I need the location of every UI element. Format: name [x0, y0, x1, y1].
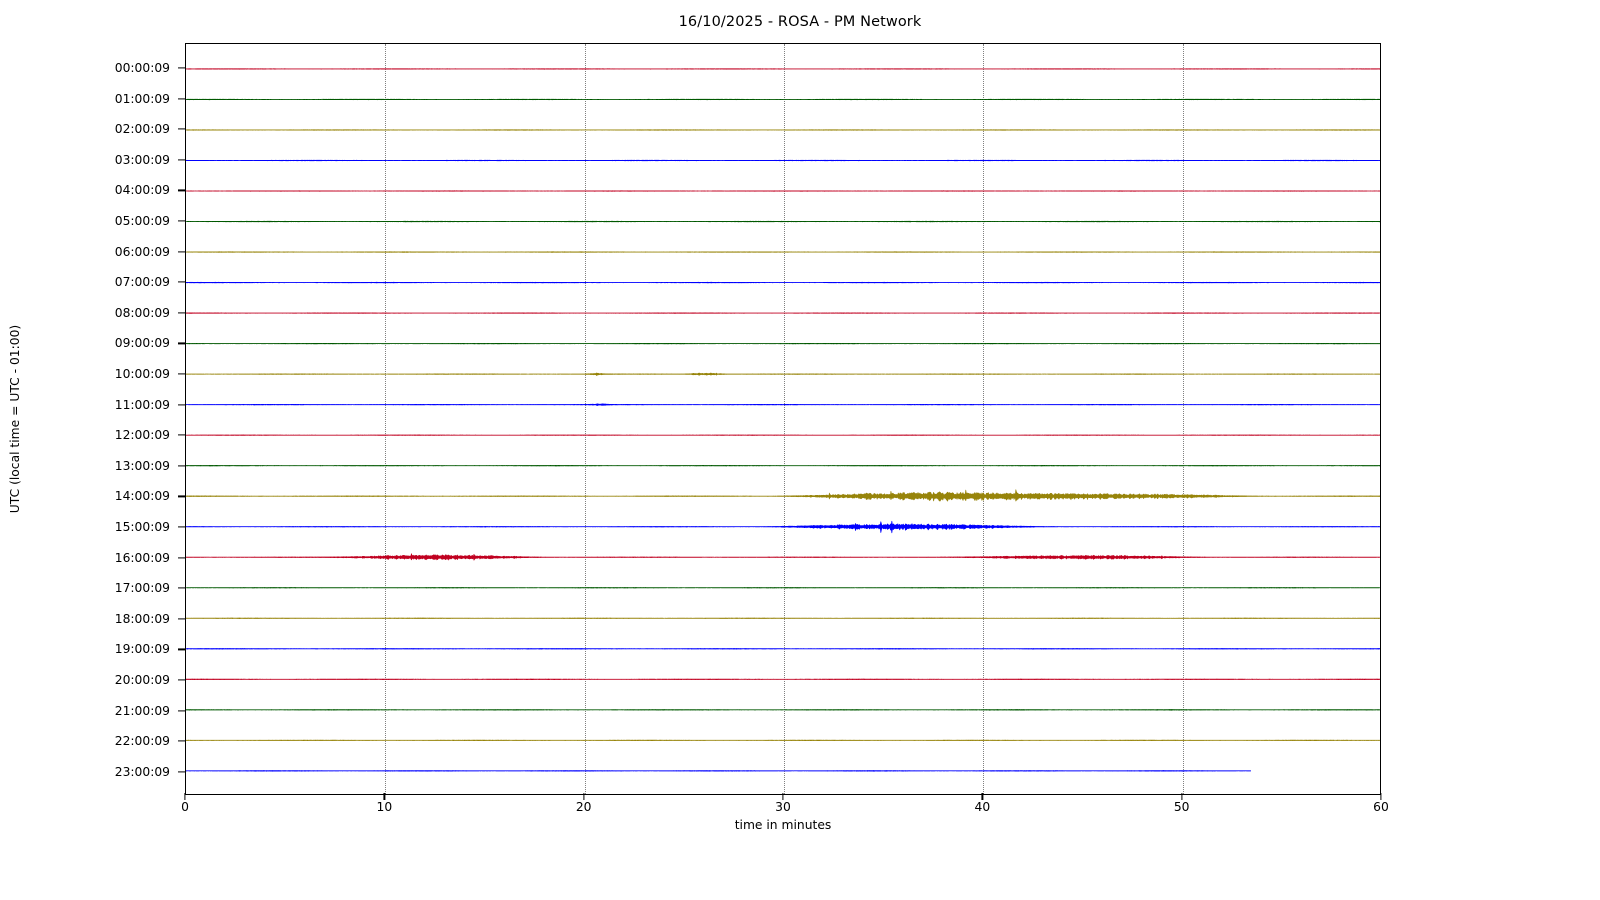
y-tick-label: 22:00:09 — [114, 734, 170, 749]
y-tick-label: 11:00:09 — [114, 397, 170, 412]
y-tick-label: 01:00:09 — [114, 91, 170, 106]
trace-13-00-09 — [186, 465, 1380, 467]
trace-22-00-09 — [186, 739, 1380, 742]
y-tick-label: 00:00:09 — [114, 61, 170, 75]
x-tick-mark — [981, 793, 983, 800]
y-tick-label: 16:00:09 — [114, 550, 170, 565]
x-tick-mark — [1181, 793, 1183, 800]
x-tick-mark — [782, 793, 784, 800]
trace-21-00-09 — [186, 709, 1380, 711]
y-tick-mark — [178, 648, 185, 650]
x-tick-mark — [383, 793, 385, 800]
x-tick-label: 20 — [575, 800, 592, 814]
y-tick-label: 15:00:09 — [114, 520, 170, 534]
x-tick-mark — [583, 793, 585, 800]
y-tick-label: 13:00:09 — [114, 458, 170, 473]
trace-02-00-09 — [186, 129, 1380, 131]
x-tick-mark — [1380, 793, 1382, 800]
x-tick-label: 40 — [974, 800, 991, 814]
x-tick-label: 60 — [1373, 800, 1389, 814]
x-tick-label: 50 — [1173, 800, 1190, 814]
y-tick-label: 19:00:09 — [114, 642, 170, 657]
trace-20-00-09 — [186, 678, 1380, 681]
y-tick-label: 07:00:09 — [114, 275, 170, 290]
y-tick-label: 04:00:09 — [114, 183, 170, 198]
trace-14-00-09 — [186, 489, 1380, 502]
trace-15-00-09 — [186, 520, 1380, 534]
y-tick-mark — [178, 679, 185, 681]
y-tick-mark — [178, 220, 185, 222]
y-tick-mark — [178, 618, 185, 620]
y-tick-mark — [178, 465, 185, 467]
y-tick-mark — [178, 67, 185, 69]
y-tick-label: 02:00:09 — [114, 122, 170, 137]
y-axis-label: UTC (local time = UTC - 01:00) — [8, 324, 22, 514]
y-tick-label: 18:00:09 — [114, 611, 170, 626]
y-tick-label: 03:00:09 — [114, 152, 170, 167]
y-tick-mark — [178, 526, 185, 528]
y-tick-label: 14:00:09 — [114, 489, 170, 504]
seismogram-traces — [186, 68, 1380, 772]
x-axis-tick-labels: 0 10 20 30 40 50 60 — [181, 793, 1389, 822]
y-tick-mark — [178, 128, 185, 130]
trace-08-00-09 — [186, 312, 1380, 314]
trace-06-00-09 — [186, 251, 1380, 253]
x-tick-label: 30 — [775, 800, 791, 814]
page-title: 16/10/2025 - ROSA - PM Network — [678, 14, 922, 30]
plot-area — [185, 43, 1381, 795]
y-tick-mark — [178, 495, 185, 497]
trace-16-00-09 — [186, 553, 1380, 561]
trace-12-00-09 — [186, 434, 1380, 436]
trace-19-00-09 — [186, 648, 1380, 650]
y-tick-mark — [178, 312, 185, 314]
trace-17-00-09 — [186, 587, 1380, 589]
y-tick-mark — [178, 710, 185, 712]
trace-18-00-09 — [186, 617, 1380, 619]
trace-23-00-09 — [186, 770, 1251, 772]
trace-03-00-09 — [186, 159, 1380, 162]
y-tick-label: 10:00:09 — [114, 367, 170, 381]
y-axis-tick-labels: 00:00:09 01:00:09 02:00:09 03:00:09 04:00:09… — [0, 43, 185, 795]
trace-09-00-09 — [186, 342, 1380, 345]
trace-00-00-09 — [186, 68, 1380, 70]
y-tick-mark — [178, 771, 185, 773]
y-tick-mark — [178, 98, 185, 100]
y-tick-mark — [178, 189, 185, 191]
y-tick-label: 05:00:09 — [114, 214, 170, 228]
trace-01-00-09 — [186, 98, 1380, 101]
trace-05-00-09 — [186, 220, 1380, 223]
y-tick-mark — [178, 740, 185, 742]
x-tick-label: 0 — [181, 800, 189, 814]
y-tick-mark — [178, 557, 185, 559]
y-tick-label: 21:00:09 — [114, 703, 170, 718]
y-tick-mark — [178, 404, 185, 406]
trace-11-00-09 — [186, 403, 1380, 406]
y-tick-mark — [178, 281, 185, 283]
y-tick-mark — [178, 251, 185, 253]
x-tick-mark — [184, 793, 186, 800]
y-tick-mark — [178, 373, 185, 375]
y-tick-label: 06:00:09 — [114, 244, 170, 259]
y-tick-label: 20:00:09 — [114, 673, 170, 687]
y-tick-label: 12:00:09 — [114, 428, 170, 443]
x-tick-label: 10 — [376, 800, 393, 814]
y-tick-label: 23:00:09 — [114, 764, 170, 779]
x-axis-label: time in minutes — [734, 818, 832, 832]
trace-04-00-09 — [186, 190, 1380, 192]
y-tick-label: 08:00:09 — [114, 305, 170, 320]
y-tick-mark — [178, 342, 185, 344]
y-tick-mark — [178, 159, 185, 161]
trace-07-00-09 — [186, 281, 1380, 284]
y-tick-label: 09:00:09 — [114, 336, 170, 351]
y-tick-mark — [178, 434, 185, 436]
y-tick-mark — [178, 587, 185, 589]
trace-10-00-09 — [186, 372, 1380, 376]
y-tick-label: 17:00:09 — [114, 581, 170, 596]
